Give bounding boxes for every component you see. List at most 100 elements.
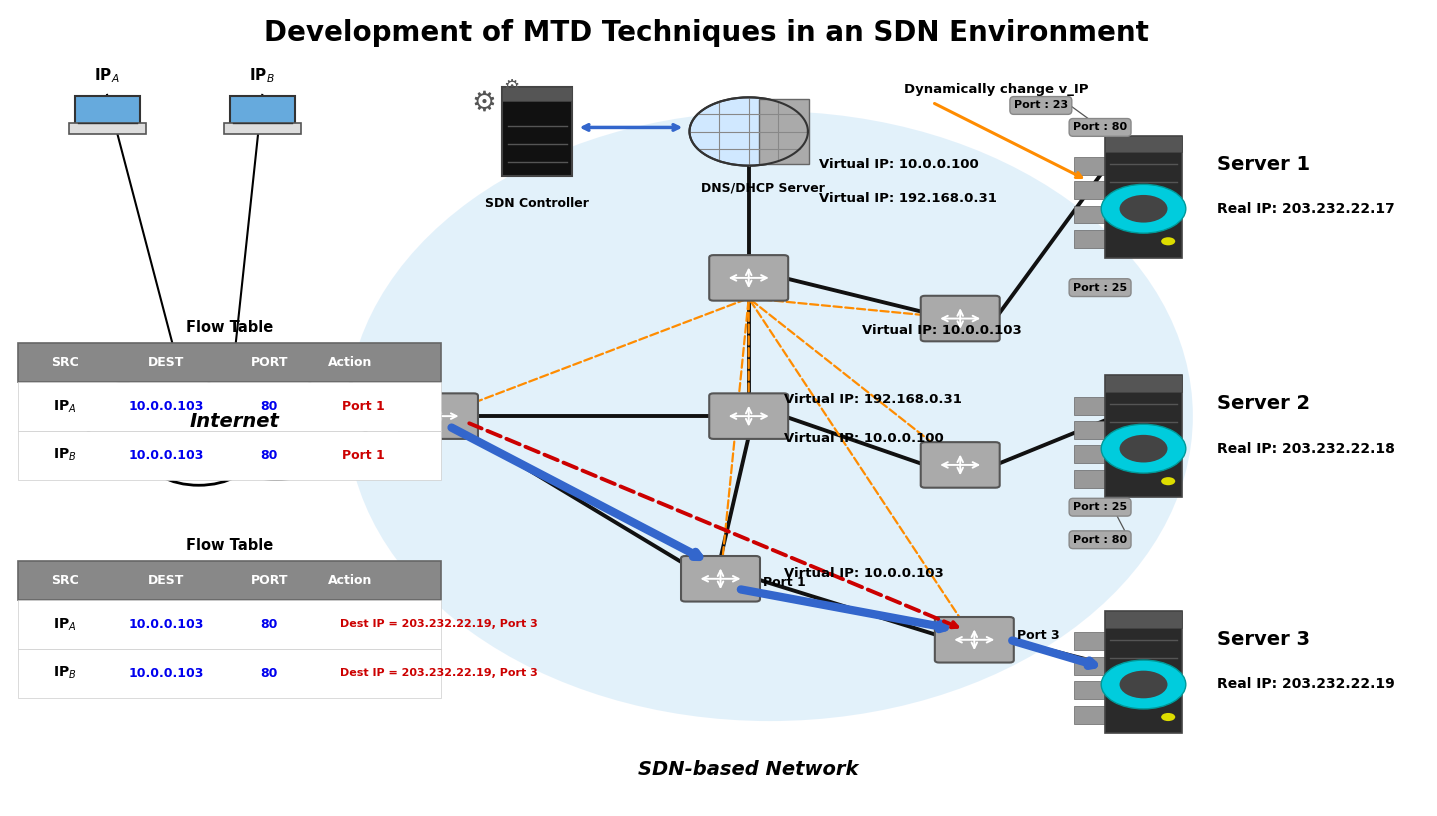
Text: PORT: PORT	[250, 356, 287, 369]
FancyBboxPatch shape	[1073, 230, 1105, 248]
Text: Action: Action	[328, 574, 372, 587]
Text: PORT: PORT	[250, 574, 287, 587]
Text: Flow Table: Flow Table	[187, 538, 273, 552]
Text: Dynamically change v_IP: Dynamically change v_IP	[904, 82, 1088, 95]
Text: IP$_B$: IP$_B$	[53, 665, 76, 681]
FancyBboxPatch shape	[921, 295, 1000, 341]
Text: Real IP: 203.232.22.19: Real IP: 203.232.22.19	[1217, 677, 1394, 691]
FancyBboxPatch shape	[1105, 611, 1183, 628]
Text: Server 1: Server 1	[1217, 154, 1311, 174]
Text: IP$_B$: IP$_B$	[250, 66, 274, 85]
Circle shape	[1161, 477, 1175, 486]
Text: Virtual IP: 10.0.0.100: Virtual IP: 10.0.0.100	[819, 157, 979, 171]
Text: Virtual IP: 10.0.0.103: Virtual IP: 10.0.0.103	[785, 567, 944, 580]
FancyBboxPatch shape	[710, 393, 787, 439]
Circle shape	[1119, 435, 1167, 463]
FancyBboxPatch shape	[19, 382, 441, 431]
Text: 10.0.0.103: 10.0.0.103	[129, 618, 204, 631]
Circle shape	[1119, 195, 1167, 223]
Circle shape	[1101, 184, 1186, 233]
Circle shape	[1161, 237, 1175, 246]
Text: Port : 23: Port : 23	[1013, 100, 1068, 110]
Text: Virtual IP: 192.168.0.31: Virtual IP: 192.168.0.31	[785, 393, 961, 406]
FancyBboxPatch shape	[19, 649, 441, 698]
FancyBboxPatch shape	[224, 122, 300, 134]
Text: Port : 25: Port : 25	[1073, 282, 1127, 293]
Ellipse shape	[346, 111, 1193, 721]
FancyBboxPatch shape	[399, 393, 479, 439]
Circle shape	[1101, 424, 1186, 473]
Text: ⚙: ⚙	[504, 78, 520, 95]
Text: SRC: SRC	[50, 574, 79, 587]
FancyBboxPatch shape	[502, 86, 572, 101]
FancyBboxPatch shape	[69, 122, 145, 134]
Text: IP$_B$: IP$_B$	[53, 447, 76, 463]
Circle shape	[690, 97, 808, 166]
Text: Flow Table: Flow Table	[187, 320, 273, 335]
FancyBboxPatch shape	[1073, 206, 1105, 224]
FancyBboxPatch shape	[1073, 157, 1105, 175]
Text: ⚙: ⚙	[471, 89, 496, 117]
Text: 80: 80	[260, 618, 277, 631]
FancyBboxPatch shape	[1073, 681, 1105, 699]
Text: SRC: SRC	[50, 356, 79, 369]
FancyBboxPatch shape	[19, 561, 441, 600]
Text: 10.0.0.103: 10.0.0.103	[129, 449, 204, 462]
Text: SDN-based Network: SDN-based Network	[638, 761, 859, 779]
Text: Real IP: 203.232.22.18: Real IP: 203.232.22.18	[1217, 441, 1395, 455]
FancyBboxPatch shape	[230, 95, 295, 125]
Text: Port 1: Port 1	[342, 400, 385, 413]
Text: 80: 80	[260, 400, 277, 413]
FancyBboxPatch shape	[1105, 611, 1183, 734]
Text: Dest IP = 203.232.22.19, Port 3: Dest IP = 203.232.22.19, Port 3	[339, 619, 537, 629]
Circle shape	[1101, 660, 1186, 709]
Text: 10.0.0.103: 10.0.0.103	[129, 400, 204, 413]
Text: Real IP: 203.232.22.17: Real IP: 203.232.22.17	[1217, 202, 1394, 215]
Text: Virtual IP: 192.168.0.31: Virtual IP: 192.168.0.31	[819, 192, 997, 205]
FancyBboxPatch shape	[1073, 632, 1105, 650]
Circle shape	[1161, 713, 1175, 721]
FancyBboxPatch shape	[1073, 397, 1105, 415]
Text: Port 1: Port 1	[342, 449, 385, 462]
FancyBboxPatch shape	[1073, 421, 1105, 439]
FancyBboxPatch shape	[101, 428, 346, 463]
FancyBboxPatch shape	[681, 556, 760, 601]
Text: 80: 80	[260, 449, 277, 462]
FancyBboxPatch shape	[1073, 181, 1105, 199]
Text: DNS/DHCP Server: DNS/DHCP Server	[701, 182, 825, 195]
Text: Server 3: Server 3	[1217, 630, 1311, 650]
FancyBboxPatch shape	[19, 600, 441, 649]
Text: IP$_A$: IP$_A$	[53, 616, 76, 632]
Text: Action: Action	[328, 356, 372, 369]
Text: Server 2: Server 2	[1217, 394, 1311, 414]
Text: Port 3: Port 3	[1016, 629, 1059, 642]
Text: Development of MTD Techniques in an SDN Environment: Development of MTD Techniques in an SDN …	[264, 20, 1148, 47]
Text: SDN Controller: SDN Controller	[486, 197, 589, 210]
FancyBboxPatch shape	[921, 442, 1000, 488]
Text: Internet: Internet	[190, 412, 279, 432]
Text: Virtual IP: 10.0.0.103: Virtual IP: 10.0.0.103	[862, 324, 1022, 337]
FancyBboxPatch shape	[1105, 375, 1183, 498]
Text: Dest IP = 203.232.22.19, Port 3: Dest IP = 203.232.22.19, Port 3	[339, 668, 537, 678]
FancyBboxPatch shape	[1105, 135, 1183, 258]
FancyBboxPatch shape	[935, 617, 1013, 663]
Text: 10.0.0.103: 10.0.0.103	[129, 667, 204, 680]
FancyBboxPatch shape	[1073, 706, 1105, 724]
FancyBboxPatch shape	[75, 95, 139, 125]
Text: Port : 25: Port : 25	[1073, 502, 1127, 512]
Text: IP$_A$: IP$_A$	[53, 398, 76, 415]
Text: IP$_A$: IP$_A$	[95, 66, 119, 85]
FancyBboxPatch shape	[502, 86, 572, 176]
FancyBboxPatch shape	[1073, 657, 1105, 675]
Text: Port : 80: Port : 80	[1073, 534, 1127, 545]
Text: Port 1: Port 1	[763, 576, 806, 589]
FancyBboxPatch shape	[1105, 375, 1183, 392]
FancyBboxPatch shape	[1073, 446, 1105, 463]
Text: Virtual IP: 10.0.0.100: Virtual IP: 10.0.0.100	[785, 432, 944, 446]
FancyBboxPatch shape	[19, 343, 441, 382]
Text: DEST: DEST	[148, 356, 184, 369]
FancyBboxPatch shape	[19, 431, 441, 480]
FancyBboxPatch shape	[1105, 135, 1183, 152]
Text: Port : 80: Port : 80	[1073, 122, 1127, 132]
FancyBboxPatch shape	[1073, 470, 1105, 488]
